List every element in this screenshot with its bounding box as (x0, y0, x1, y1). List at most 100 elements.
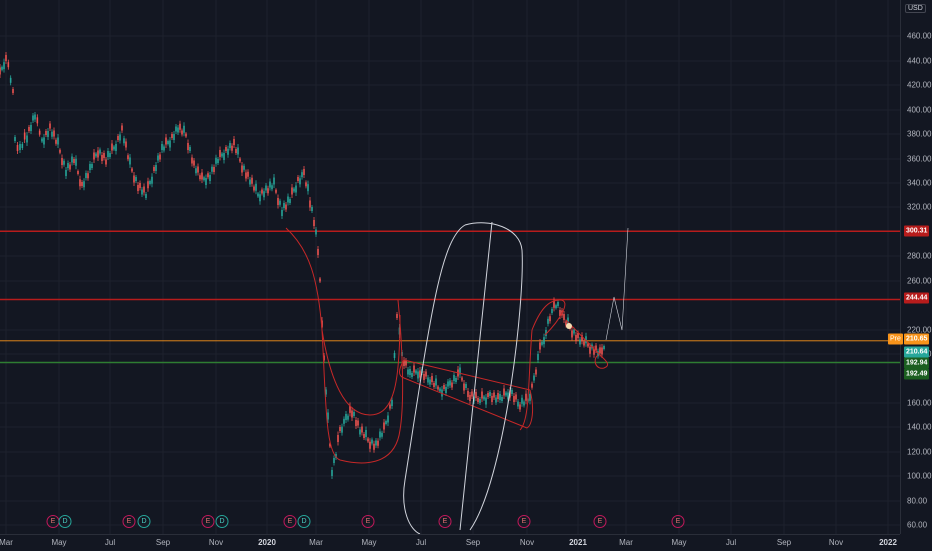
candle-body (357, 420, 359, 426)
candle-body (161, 144, 163, 150)
candle-body (23, 132, 26, 140)
price-tick-label: 400.00 (907, 105, 932, 115)
candle-body (243, 165, 245, 170)
dividend-event-icon[interactable]: D (215, 515, 229, 528)
candle-body (133, 175, 135, 183)
price-tick-label: 420.00 (907, 80, 932, 90)
candle-body (61, 158, 63, 165)
candle-body (145, 194, 147, 198)
candle-body (557, 302, 559, 306)
candle-body (171, 134, 173, 138)
candle-body (19, 144, 21, 150)
candle-body (593, 348, 595, 355)
candle-body (323, 355, 325, 361)
candle-body (227, 148, 229, 155)
candle-body (571, 330, 573, 338)
candle-body (211, 166, 213, 172)
candle-body (503, 388, 505, 396)
candle-body (543, 337, 545, 345)
candle-body (119, 134, 121, 141)
dividend-event-icon[interactable]: D (58, 515, 72, 528)
dividend-event-icon[interactable]: D (297, 515, 311, 528)
candle-body (99, 149, 101, 154)
earnings-event-icon[interactable]: E (671, 515, 685, 528)
candle-body (575, 335, 577, 341)
candle-body (599, 347, 601, 354)
candle-body (445, 387, 447, 393)
candle-body (197, 166, 199, 173)
candle-body (603, 346, 605, 349)
candle-body (7, 62, 10, 68)
time-tick-label: Mar (619, 538, 633, 547)
candle-body (187, 143, 189, 150)
candle-body (469, 395, 471, 401)
earnings-event-icon[interactable]: E (122, 515, 136, 528)
candle-body (411, 373, 413, 377)
earnings-event-icon[interactable]: E (438, 515, 452, 528)
time-tick-label: Jul (725, 538, 737, 547)
cup-pattern-outline[interactable] (285, 227, 404, 464)
candle-body (487, 393, 489, 397)
candle-body (81, 182, 83, 186)
candle-body (41, 138, 43, 142)
candle-body (383, 422, 385, 430)
earnings-event-icon[interactable]: E (283, 515, 297, 528)
price-tick-label: 260.00 (907, 276, 932, 286)
candle-body (55, 139, 57, 144)
price-level-label[interactable]: 210.65 (904, 333, 930, 345)
candle-body (577, 333, 579, 338)
candle-body (523, 401, 525, 406)
candle-body (321, 320, 323, 328)
candle-body (285, 204, 287, 210)
candle-body (439, 388, 441, 392)
candle-body (21, 144, 24, 148)
candle-body (111, 143, 113, 151)
price-level-label[interactable]: 210.64 (904, 346, 930, 358)
breakout-outline[interactable] (519, 299, 566, 431)
projection-path[interactable] (605, 227, 629, 341)
candle-body (349, 405, 351, 413)
drawings-layer[interactable] (285, 221, 629, 534)
candle-body (337, 435, 339, 442)
price-axis[interactable]: 460.00 440.00 420.00 400.00 380.00 360.00 340.… (900, 0, 932, 534)
candle-body (515, 394, 517, 400)
candle-body (365, 430, 367, 437)
price-chart-canvas[interactable] (0, 0, 900, 534)
time-axis[interactable]: Mar May Jul Sep Nov 2020 Mar May Jul Sep Nov 2021 Ma… (0, 534, 900, 551)
note-marker-icon[interactable] (566, 323, 572, 329)
candle-body (271, 185, 273, 190)
candle-body (565, 321, 567, 326)
currency-badge[interactable]: USD (905, 4, 926, 13)
candle-body (279, 200, 281, 205)
pullback-outline[interactable] (565, 319, 609, 369)
candle-body (381, 432, 383, 437)
projection-ellipse[interactable] (403, 221, 523, 534)
candle-body (249, 179, 251, 185)
premarket-tag: Pre (888, 333, 903, 345)
price-level-label[interactable]: 192.49 (904, 368, 930, 380)
candle-body (109, 153, 111, 157)
price-level-label[interactable]: 192.94 (904, 357, 930, 369)
price-level-label[interactable]: 300.31 (904, 225, 930, 237)
candle-body (183, 125, 185, 133)
horizontal-levels[interactable] (0, 230, 900, 364)
candle-body (241, 165, 243, 173)
earnings-event-icon[interactable]: E (361, 515, 375, 528)
candle-body (389, 404, 391, 409)
candle-body (263, 191, 265, 198)
candle-body (325, 389, 327, 395)
candle-body (199, 175, 201, 180)
candle-body (491, 396, 493, 402)
candle-body (517, 401, 519, 407)
candle-body (115, 144, 117, 151)
earnings-event-icon[interactable]: E (593, 515, 607, 528)
earnings-event-icon[interactable]: E (201, 515, 215, 528)
dividend-event-icon[interactable]: D (137, 515, 151, 528)
candle-body (149, 181, 151, 184)
candle-body (91, 164, 93, 168)
candlestick-series (0, 52, 605, 479)
cup-inner-outline[interactable] (321, 314, 401, 416)
earnings-event-icon[interactable]: E (517, 515, 531, 528)
price-level-label[interactable]: 244.44 (904, 292, 930, 304)
channel-pattern[interactable] (399, 359, 534, 429)
